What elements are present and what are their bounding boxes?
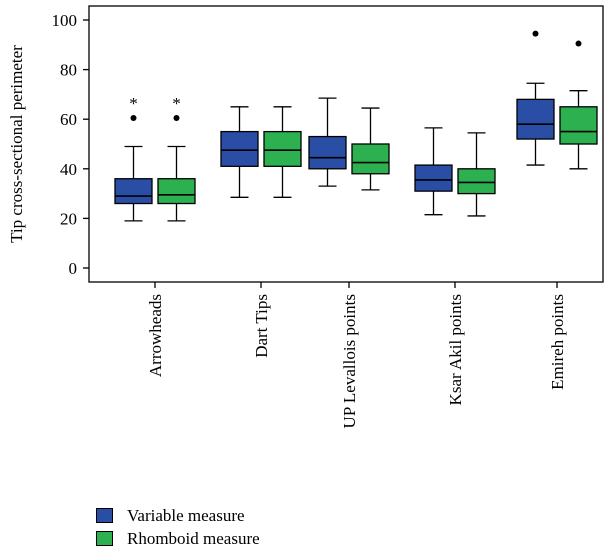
x-tick-label: Arrowheads	[146, 294, 165, 377]
box	[516, 98, 555, 140]
plot-area: * *	[88, 5, 604, 283]
x-tick-label: Dart Tips	[252, 294, 271, 358]
box	[559, 106, 598, 145]
legend-item-rhomboid: Rhomboid measure	[96, 527, 260, 550]
y-axis: 0 20 40 60 80 100	[52, 11, 89, 278]
legend-label-variable: Variable measure	[127, 505, 245, 525]
x-tick-label: Emireh points	[548, 294, 567, 390]
significance-marker: *	[129, 94, 138, 113]
legend: Variable measure Rhomboid measure	[96, 504, 260, 550]
box	[308, 135, 347, 170]
x-tick-label: UP Levallois points	[340, 294, 359, 428]
box	[351, 143, 390, 175]
legend-label-rhomboid: Rhomboid measure	[127, 528, 260, 548]
box	[157, 178, 196, 205]
y-tick-label: 20	[60, 209, 77, 228]
outlier-point	[575, 40, 582, 47]
outlier-point	[130, 114, 137, 121]
outlier-point	[532, 30, 539, 37]
plot-frame	[88, 5, 604, 283]
box	[220, 130, 259, 167]
y-tick-label: 60	[60, 110, 77, 129]
y-tick-label: 100	[52, 11, 78, 30]
legend-swatch-variable	[96, 508, 113, 523]
box	[114, 178, 153, 205]
legend-swatch-rhomboid	[96, 531, 113, 546]
x-axis: Arrowheads Dart Tips UP Levallois points Ks…	[146, 282, 567, 428]
outlier-point	[173, 114, 180, 121]
box	[263, 130, 302, 167]
y-tick-label: 80	[60, 61, 77, 80]
y-tick-label: 40	[60, 160, 77, 179]
box	[457, 168, 496, 195]
y-tick-label: 0	[69, 259, 78, 278]
significance-marker: *	[172, 94, 181, 113]
y-axis-title: Tip cross-sectional perimeter	[7, 45, 26, 243]
legend-item-variable: Variable measure	[96, 504, 260, 527]
box	[414, 164, 453, 192]
x-tick-label: Ksar Akil points	[446, 294, 465, 405]
